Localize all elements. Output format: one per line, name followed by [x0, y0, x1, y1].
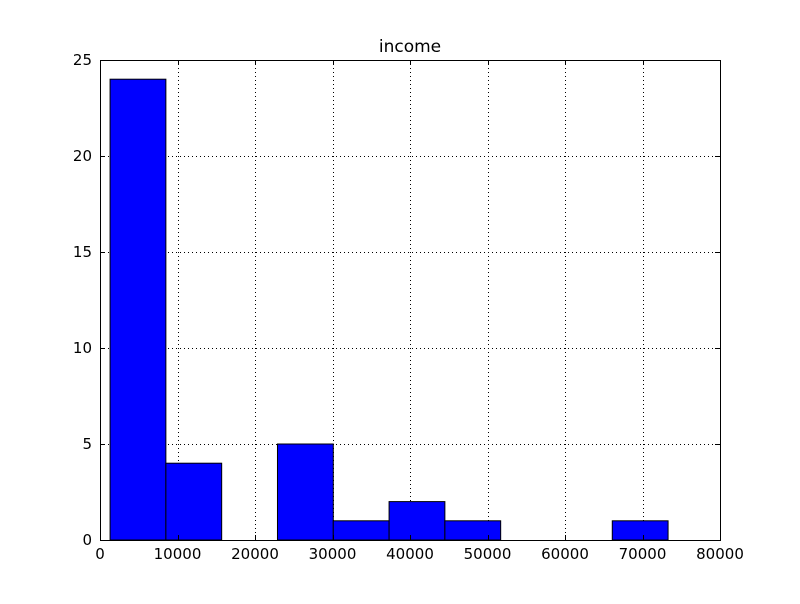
- x-tick-label: 70000: [619, 545, 667, 563]
- x-tick-label: 40000: [386, 545, 434, 563]
- histogram-bar: [444, 520, 502, 541]
- histogram-bar: [276, 443, 334, 541]
- y-tick-label: 5: [82, 435, 92, 453]
- x-tick-label: 10000: [154, 545, 202, 563]
- histogram-bars: [109, 78, 669, 541]
- grid-lines: [100, 60, 720, 540]
- chart-title: income: [379, 37, 441, 57]
- y-tick-label: 20: [73, 147, 92, 165]
- y-tick-label: 15: [73, 243, 92, 261]
- histogram-bar: [611, 520, 669, 541]
- histogram-bar: [388, 501, 446, 541]
- y-tick-label: 25: [73, 51, 92, 69]
- x-tick-label: 80000: [696, 545, 744, 563]
- histogram-bar: [332, 520, 390, 541]
- y-tick-label: 10: [73, 339, 92, 357]
- x-tick-label: 50000: [464, 545, 512, 563]
- histogram-bar: [165, 462, 223, 541]
- axis-ticks: 0 10000 20000 30000 40000 50000 60000 70000 8000…: [73, 51, 744, 563]
- x-tick-label: 30000: [309, 545, 357, 563]
- x-tick-label: 60000: [541, 545, 589, 563]
- x-tick-label: 0: [95, 545, 105, 563]
- x-tick-label: 20000: [231, 545, 279, 563]
- y-tick-label: 0: [82, 531, 92, 549]
- histogram-bar: [109, 78, 167, 541]
